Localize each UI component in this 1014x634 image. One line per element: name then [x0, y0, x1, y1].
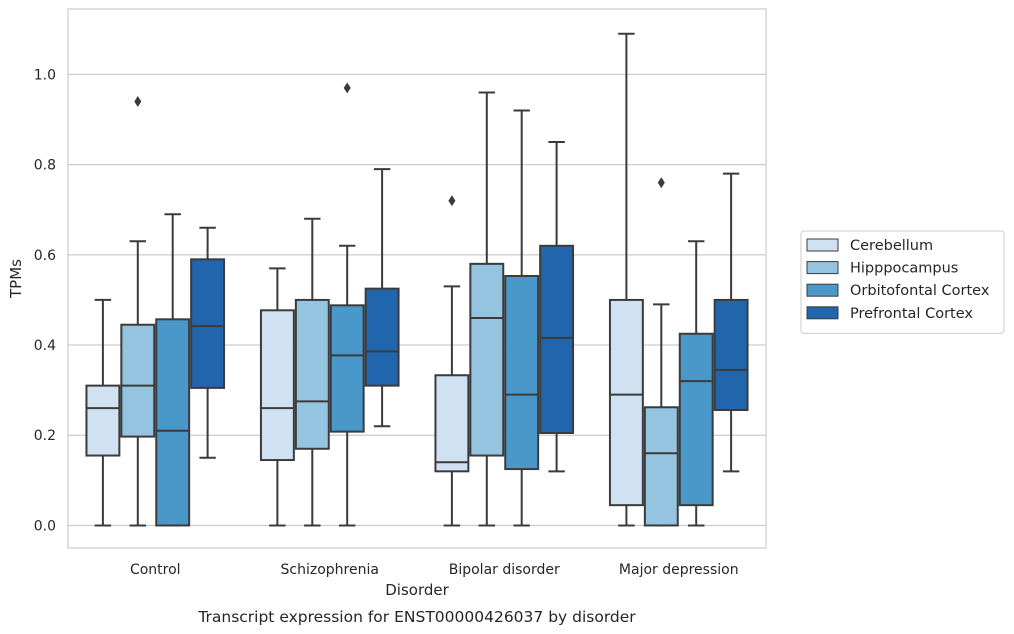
legend-item: Prefrontal Cortex [806, 306, 973, 322]
category-group [259, 82, 400, 527]
y-axis-label: TPMs [7, 259, 25, 299]
iqr-box [678, 332, 714, 507]
boxplot-box [469, 91, 505, 527]
legend-item: Cerebellum [806, 238, 933, 254]
legend-swatch [806, 283, 839, 297]
y-tick-label: 0.6 [34, 248, 56, 264]
iqr-box [504, 275, 540, 471]
legend-label: Cerebellum [850, 238, 933, 254]
iqr-box [155, 318, 191, 527]
boxplot-box [539, 141, 575, 473]
y-tick-label: 0.8 [34, 158, 56, 174]
legend-label: Prefrontal Cortex [850, 306, 973, 322]
boxplot-box [434, 195, 470, 527]
y-tick-label: 0.0 [34, 518, 56, 534]
boxplot-box [190, 226, 226, 459]
category-group [85, 96, 226, 527]
y-axis-ticks: 0.0 0.2 0.4 0.6 0.8 1.0 [34, 67, 56, 534]
legend-item: Orbitofontal Cortex [806, 283, 990, 299]
legend: Cerebellum Hipppocampus Orbitofontal Corte… [800, 230, 1005, 334]
iqr-box [469, 262, 505, 457]
boxplot-box [329, 82, 365, 527]
chart-caption: Transcript expression for ENST0000042603… [197, 608, 636, 626]
y-tick-label: 0.2 [34, 428, 56, 444]
boxplot-box [713, 172, 749, 473]
x-tick-label: Control [130, 562, 181, 578]
boxplot-box [504, 109, 540, 527]
x-axis-ticks: Control Schizophrenia Bipolar disorder Majo… [130, 562, 739, 578]
boxplot-box [259, 267, 295, 527]
legend-swatch [806, 261, 839, 275]
iqr-box [294, 298, 330, 450]
y-tick-label: 0.4 [34, 338, 56, 354]
legend-item: Hipppocampus [806, 261, 958, 277]
x-tick-label: Bipolar disorder [449, 562, 560, 578]
iqr-box [190, 258, 226, 389]
boxplot-box [643, 177, 679, 527]
iqr-box [643, 406, 679, 527]
y-tick-label: 1.0 [34, 67, 56, 83]
category-group [434, 91, 575, 527]
iqr-box [329, 304, 365, 433]
outlier-point [343, 82, 351, 94]
boxplot-box [678, 240, 714, 527]
legend-label: Hipppocampus [850, 261, 958, 277]
iqr-box [608, 298, 644, 507]
category-group [608, 32, 749, 527]
boxplot-box [608, 32, 644, 527]
legend-swatch [806, 306, 839, 320]
iqr-box [85, 384, 121, 457]
iqr-box [434, 374, 470, 473]
iqr-box [713, 298, 749, 411]
legend-items: Cerebellum Hipppocampus Orbitofontal Corte… [806, 238, 990, 322]
boxplot-box [85, 298, 121, 527]
iqr-box [539, 244, 575, 434]
outlier-point [134, 96, 142, 107]
x-tick-label: Schizophrenia [281, 562, 379, 578]
iqr-box [259, 309, 295, 462]
boxplot-box [294, 217, 330, 527]
x-tick-label: Major depression [619, 562, 739, 578]
legend-frame [800, 230, 1005, 334]
boxplot-box [364, 168, 400, 428]
legend-swatch [806, 238, 839, 252]
iqr-box [120, 323, 156, 438]
boxplot-box [120, 96, 156, 527]
outlier-point [657, 177, 665, 189]
box-groups [85, 32, 749, 527]
iqr-box [364, 287, 400, 387]
x-axis-label: Disorder [385, 581, 449, 599]
boxplot-box [155, 213, 191, 527]
outlier-point [448, 195, 456, 207]
plot-area-frame [67, 8, 767, 549]
legend-label: Orbitofontal Cortex [850, 283, 990, 299]
